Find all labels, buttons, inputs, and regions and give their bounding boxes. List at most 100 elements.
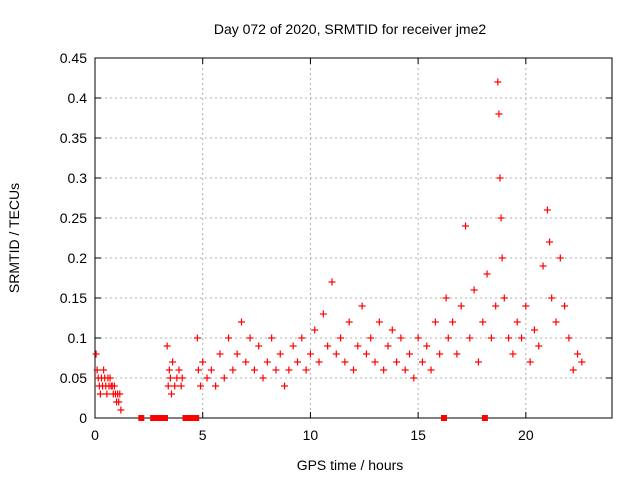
data-point bbox=[193, 415, 200, 421]
data-point bbox=[453, 350, 461, 358]
x-axis-label: GPS time / hours bbox=[297, 457, 404, 473]
data-points bbox=[92, 78, 586, 421]
data-point bbox=[498, 254, 506, 262]
data-point bbox=[406, 350, 414, 358]
data-point bbox=[457, 302, 465, 310]
data-point bbox=[233, 350, 241, 358]
data-point bbox=[93, 366, 101, 374]
data-point bbox=[220, 374, 228, 382]
data-point bbox=[509, 350, 517, 358]
x-tick-label: 10 bbox=[303, 427, 319, 443]
y-tick-label: 0.2 bbox=[68, 250, 88, 266]
data-point bbox=[539, 262, 547, 270]
data-point bbox=[289, 342, 297, 350]
data-point bbox=[175, 366, 183, 374]
data-point bbox=[207, 366, 215, 374]
data-point bbox=[178, 374, 186, 382]
y-tick-label: 0.3 bbox=[68, 170, 88, 186]
data-point bbox=[423, 342, 431, 350]
data-point bbox=[246, 334, 254, 342]
y-tick-label: 0.15 bbox=[60, 290, 87, 306]
data-point bbox=[237, 318, 245, 326]
data-point bbox=[371, 358, 379, 366]
data-point bbox=[418, 358, 426, 366]
data-point bbox=[518, 334, 526, 342]
plot-frame bbox=[94, 57, 613, 419]
data-point bbox=[496, 174, 504, 182]
data-point bbox=[332, 350, 340, 358]
data-point bbox=[203, 374, 211, 382]
data-point bbox=[375, 318, 383, 326]
data-point bbox=[328, 278, 336, 286]
data-point bbox=[388, 326, 396, 334]
data-point bbox=[440, 415, 447, 421]
chart-title: Day 072 of 2020, SRMTID for receiver jme… bbox=[214, 21, 487, 37]
data-point bbox=[470, 286, 478, 294]
data-point bbox=[229, 366, 237, 374]
y-tick-label: 0.25 bbox=[60, 210, 87, 226]
data-point bbox=[449, 318, 457, 326]
data-point bbox=[169, 358, 177, 366]
data-point bbox=[268, 334, 276, 342]
data-point bbox=[479, 318, 487, 326]
data-point bbox=[115, 398, 123, 406]
data-point bbox=[194, 366, 202, 374]
data-point bbox=[171, 382, 179, 390]
data-point bbox=[410, 374, 418, 382]
data-point bbox=[526, 358, 534, 366]
data-point bbox=[552, 318, 560, 326]
y-tick-label: 0.45 bbox=[60, 50, 87, 66]
y-tick-label: 0 bbox=[79, 410, 87, 426]
data-point bbox=[293, 358, 301, 366]
data-point bbox=[513, 318, 521, 326]
data-point bbox=[341, 358, 349, 366]
data-point bbox=[492, 302, 500, 310]
data-point bbox=[505, 334, 513, 342]
data-point bbox=[259, 374, 267, 382]
y-axis-label: SRMTID / TECUs bbox=[6, 183, 22, 293]
x-tick-label: 15 bbox=[410, 427, 426, 443]
y-tick-label: 0.4 bbox=[68, 90, 88, 106]
y-tick-label: 0.05 bbox=[60, 370, 87, 386]
data-point bbox=[92, 350, 100, 358]
data-point bbox=[324, 342, 332, 350]
data-point bbox=[177, 382, 185, 390]
data-point bbox=[285, 366, 293, 374]
data-point bbox=[436, 350, 444, 358]
data-point bbox=[216, 350, 224, 358]
data-point bbox=[319, 310, 327, 318]
data-point bbox=[158, 415, 165, 421]
data-point bbox=[535, 342, 543, 350]
data-point bbox=[315, 358, 323, 366]
data-point bbox=[255, 342, 263, 350]
data-point bbox=[103, 390, 111, 398]
data-point bbox=[565, 334, 573, 342]
data-point bbox=[530, 326, 538, 334]
data-point bbox=[358, 302, 366, 310]
data-point bbox=[569, 366, 577, 374]
data-point bbox=[474, 358, 482, 366]
data-point bbox=[311, 326, 319, 334]
data-point bbox=[427, 366, 435, 374]
data-point bbox=[494, 78, 502, 86]
data-point bbox=[165, 366, 173, 374]
data-point bbox=[306, 350, 314, 358]
y-axis-ticks: 0 0.05 0.1 0.15 0.2 0.25 0.3 0.35 0.4 0.45 bbox=[60, 50, 612, 426]
data-point bbox=[186, 415, 193, 421]
data-point bbox=[350, 366, 357, 374]
data-point bbox=[442, 294, 450, 302]
data-point bbox=[164, 382, 172, 390]
data-point bbox=[163, 342, 171, 350]
data-point bbox=[548, 294, 556, 302]
data-point bbox=[556, 254, 564, 262]
data-point bbox=[543, 206, 551, 214]
data-point bbox=[561, 302, 569, 310]
data-point bbox=[354, 342, 362, 350]
data-point bbox=[116, 390, 124, 398]
data-point bbox=[96, 390, 104, 398]
data-point bbox=[193, 334, 201, 342]
data-point bbox=[106, 374, 114, 382]
data-point bbox=[276, 350, 284, 358]
